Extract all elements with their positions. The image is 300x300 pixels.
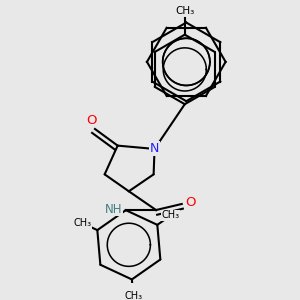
Text: CH₃: CH₃ — [124, 291, 142, 300]
Text: O: O — [86, 114, 97, 127]
Text: NH: NH — [105, 202, 123, 216]
Text: CH₃: CH₃ — [162, 210, 180, 220]
Text: CH₃: CH₃ — [73, 218, 91, 228]
Text: O: O — [186, 196, 196, 209]
Text: CH₃: CH₃ — [175, 6, 194, 16]
Text: N: N — [150, 142, 159, 155]
